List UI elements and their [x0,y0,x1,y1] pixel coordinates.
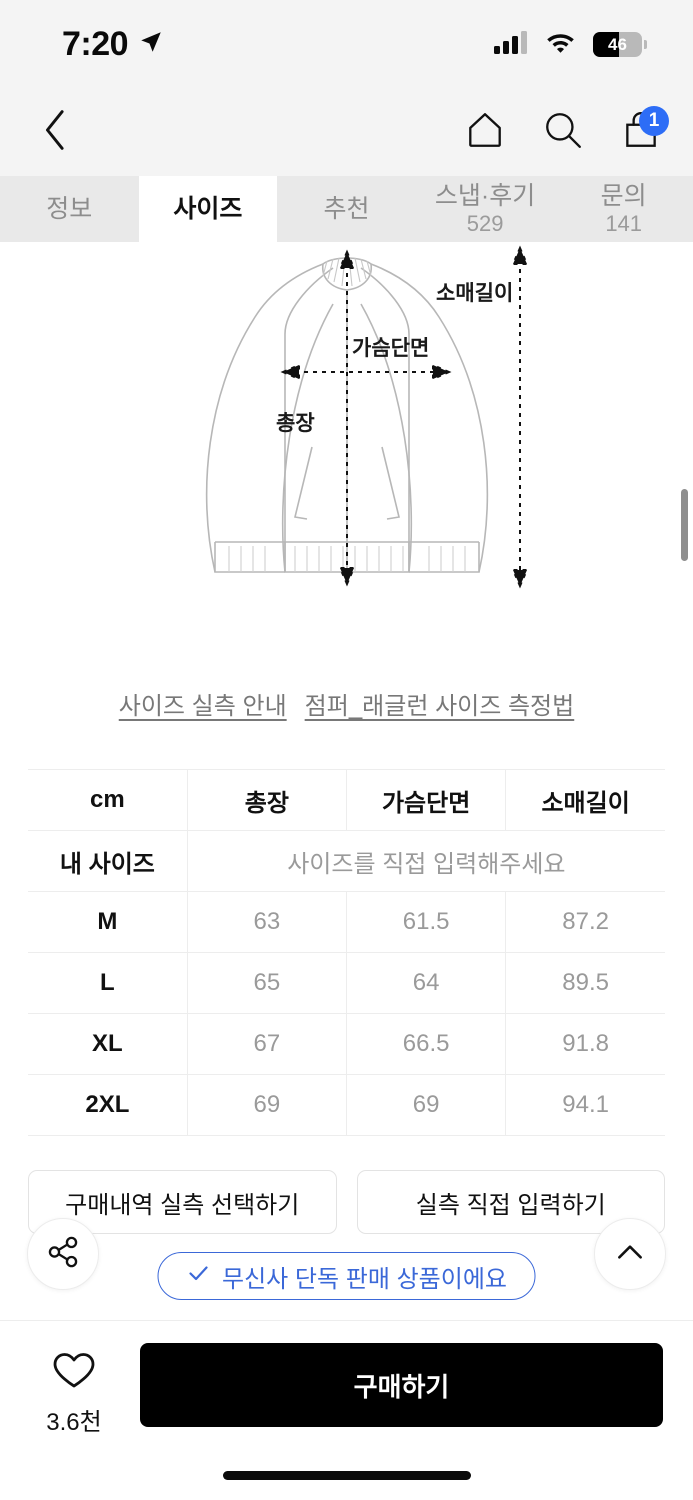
share-button[interactable] [27,1218,99,1290]
table-row: XL 67 66.5 91.8 [28,1013,665,1075]
cell-sleeve-length: 91.8 [505,1013,665,1075]
tab-inquiry[interactable]: 문의 141 [554,176,693,242]
bottom-action-bar: 3.6천 구매하기 [0,1320,693,1500]
battery-percent: 46 [608,34,627,54]
scroll-to-top-button[interactable] [594,1218,666,1290]
tab-count: 529 [466,210,504,236]
cell-chest-width: 69 [345,1074,506,1136]
table-row: L 65 64 89.5 [28,952,665,1014]
search-icon [542,109,584,156]
size-table: cm 총장 가슴단면 소매길이 내 사이즈 사이즈를 직접 입력해주세요 M 6… [28,769,665,1136]
cell-chest-width: 66.5 [345,1013,506,1075]
tab-label: 스냅·후기 [434,181,536,210]
tab-snap-review[interactable]: 스냅·후기 529 [416,176,555,242]
cellular-bars-icon [494,30,528,59]
home-button[interactable] [463,110,507,154]
cell-total-length: 65 [186,952,347,1014]
tab-info[interactable]: 정보 [0,176,139,242]
cart-button[interactable]: 1 [619,106,669,154]
row-size-label: L [100,969,115,996]
nav-bar: 1 [0,88,693,176]
clock-time: 7:20 [62,24,129,63]
header-unit: cm [90,786,125,813]
tab-count: 141 [605,210,643,236]
diagram-label-length: 총장 [276,412,315,435]
table-row: 2XL 69 69 94.1 [28,1074,665,1136]
my-size-label: 내 사이즈 [59,850,155,878]
exclusive-badge-label: 무신사 단독 판매 상품이에요 [222,1265,507,1293]
tab-recommend[interactable]: 추천 [277,176,416,242]
cell-sleeve-length: 87.2 [505,891,665,953]
tab-label: 문의 [600,181,647,210]
share-icon [46,1235,80,1274]
cell-total-length: 67 [186,1013,347,1075]
buy-button[interactable]: 구매하기 [140,1343,663,1427]
home-icon [464,109,506,156]
heart-outline-icon [52,1351,96,1396]
tab-label: 추천 [323,195,370,223]
chevron-up-icon [613,1235,647,1274]
home-indicator [222,1471,471,1480]
size-guide-links: 사이즈 실측 안내 점퍼_래글런 사이즈 측정법 [0,686,693,721]
tab-label: 사이즈 [173,195,243,223]
search-button[interactable] [541,110,585,154]
chevron-left-icon [41,108,71,157]
tab-label: 정보 [46,195,93,223]
battery-indicator: 46 [593,31,647,57]
product-tab-bar: 정보 사이즈 추천 스냅·후기 529 문의 141 [0,176,693,242]
cell-chest-width: 61.5 [345,891,506,953]
my-size-row[interactable]: 내 사이즈 사이즈를 직접 입력해주세요 [28,830,665,892]
status-bar: 7:20 [0,0,693,88]
table-header-row: cm 총장 가슴단면 소매길이 [28,769,665,831]
row-size-label: 2XL [85,1091,130,1118]
cell-total-length: 69 [186,1074,347,1136]
cell-sleeve-length: 94.1 [505,1074,665,1136]
vertical-scrollbar[interactable] [681,489,688,561]
status-bar-left: 7:20 [62,25,164,64]
cell-sleeve-length: 89.5 [505,952,665,1014]
size-tab-content: 소매길이 가슴단면 총장 사이즈 실측 안내 점퍼_래글런 사이즈 측정법 cm… [0,242,693,1320]
link-jumper-raglan-measure-method[interactable]: 점퍼_래글런 사이즈 측정법 [304,693,575,720]
link-size-measure-guide[interactable]: 사이즈 실측 안내 [118,693,287,720]
diagram-label-sleeve: 소매길이 [436,282,514,305]
header-sleeve-length: 소매길이 [505,769,665,831]
like-count: 3.6천 [46,1409,102,1436]
like-button[interactable]: 3.6천 [30,1343,118,1437]
row-size-label: XL [92,1030,123,1057]
back-button[interactable] [34,108,78,157]
header-total-length: 총장 [186,769,347,831]
table-row: M 63 61.5 87.2 [28,891,665,953]
cart-badge-count: 1 [639,106,669,136]
measurement-actions: 구매내역 실측 선택하기 실측 직접 입력하기 [28,1170,665,1234]
measurement-diagram: 소매길이 가슴단면 총장 [0,242,693,662]
tab-size[interactable]: 사이즈 [138,176,278,242]
cell-chest-width: 64 [345,952,506,1014]
row-size-label: M [97,908,118,935]
wifi-icon [544,30,577,59]
diagram-label-chest: 가슴단면 [352,337,430,360]
status-bar-right: 46 [494,30,647,59]
my-size-input-placeholder[interactable]: 사이즈를 직접 입력해주세요 [186,830,665,892]
header-chest-width: 가슴단면 [345,769,506,831]
check-icon [186,1261,210,1292]
exclusive-product-badge[interactable]: 무신사 단독 판매 상품이에요 [157,1252,536,1300]
location-arrow-icon [138,25,164,64]
cell-total-length: 63 [186,891,347,953]
